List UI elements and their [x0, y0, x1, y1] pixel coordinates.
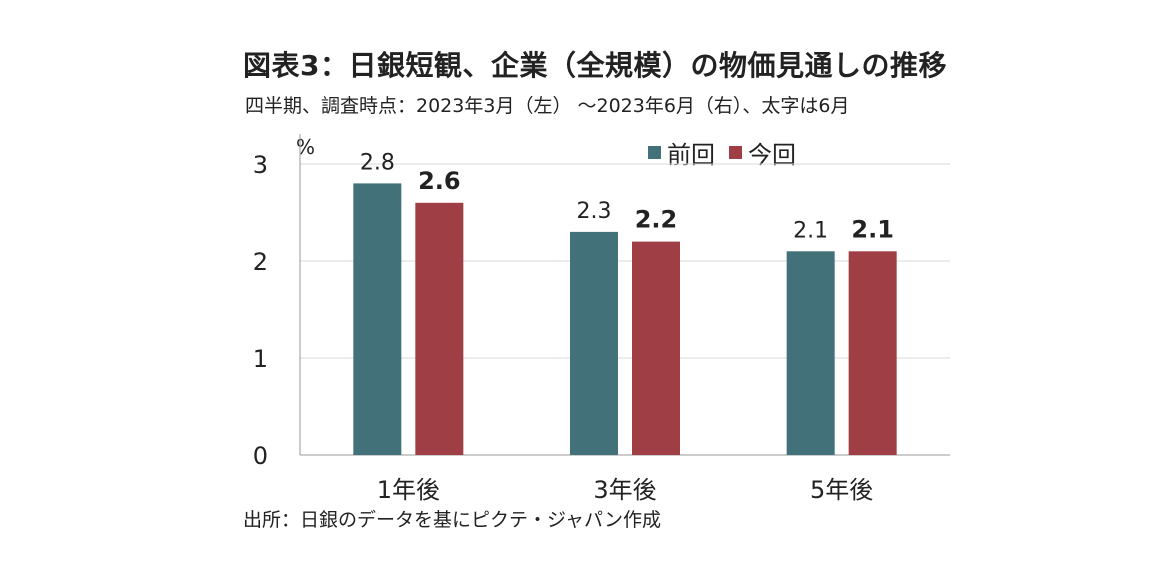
bar-prev: [786, 251, 835, 455]
x-tick-label: 3年後: [593, 476, 656, 504]
chart-subtitle: 四半期、調査時点：2023年3月（左） ～2023年6月（右）、太字は6月: [245, 95, 850, 117]
bar-curr: [632, 241, 680, 455]
bar-prev: [353, 183, 402, 455]
legend-swatch-prev: [648, 146, 661, 159]
chart-title: 図表3：日銀短観、企業（全規模）の物価見通しの推移: [243, 49, 947, 82]
data-label-prev: 2.1: [793, 218, 828, 243]
data-label-curr: 2.6: [418, 167, 461, 195]
bar-curr: [848, 251, 897, 455]
y-tick-label: 3: [253, 151, 268, 179]
y-tick-label: 0: [253, 442, 268, 470]
x-tick-label: 1年後: [377, 476, 440, 504]
bar-prev: [570, 231, 618, 455]
data-label-prev: 2.8: [360, 150, 395, 175]
bar-curr: [415, 202, 464, 455]
y-tick-label: 1: [253, 345, 268, 373]
data-label-curr: 2.2: [635, 206, 678, 234]
x-tick-label: 5年後: [810, 476, 873, 504]
y-axis-unit: %: [296, 135, 315, 159]
source-note: 出所：日銀のデータを基にピクテ・ジャパン作成: [243, 509, 662, 531]
data-label-curr: 2.1: [851, 215, 894, 243]
legend-swatch-curr: [729, 146, 742, 159]
y-tick-label: 2: [253, 248, 268, 276]
data-label-prev: 2.3: [577, 199, 612, 224]
